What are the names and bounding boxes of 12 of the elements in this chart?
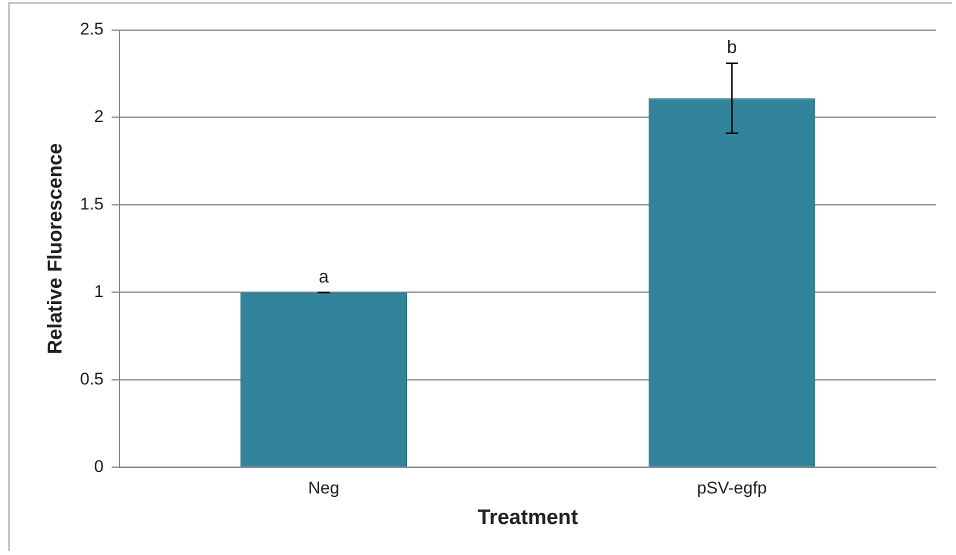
x-axis-title: Treatment xyxy=(478,506,578,530)
x-tick-label: pSV-egfp xyxy=(696,478,767,498)
x-tick-label: Neg xyxy=(308,478,340,498)
y-tick-label: 0.5 xyxy=(80,370,104,389)
y-tick-label: 2.5 xyxy=(80,20,104,39)
annotation: b xyxy=(726,37,737,58)
y-tick-label: 0 xyxy=(94,457,104,476)
annotation: a xyxy=(318,266,330,286)
y-tick-label: 1.5 xyxy=(80,194,104,214)
y-tick-label: 2 xyxy=(94,107,104,126)
y-tick-label: 1 xyxy=(94,282,104,302)
y-axis-title: Relative Fluorescence xyxy=(44,143,67,354)
